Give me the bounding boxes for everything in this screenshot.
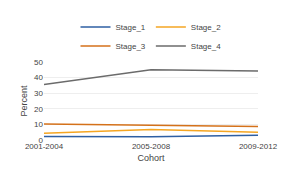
svg-text:10: 10: [34, 120, 43, 129]
svg-text:50: 50: [34, 58, 43, 67]
svg-text:20: 20: [34, 105, 43, 114]
svg-text:30: 30: [34, 89, 43, 98]
svg-text:Stage_1: Stage_1: [116, 23, 146, 32]
svg-text:Cohort: Cohort: [137, 153, 165, 163]
svg-text:0: 0: [39, 136, 44, 145]
svg-text:Stage_4: Stage_4: [191, 42, 221, 51]
svg-text:Percent: Percent: [19, 85, 29, 117]
svg-text:2001-2004: 2001-2004: [25, 142, 64, 151]
svg-text:Stage_2: Stage_2: [191, 23, 221, 32]
svg-text:Stage_3: Stage_3: [116, 42, 146, 51]
svg-text:2009-2012: 2009-2012: [239, 142, 278, 151]
svg-text:2005-2008: 2005-2008: [132, 142, 171, 151]
svg-text:40: 40: [34, 73, 43, 82]
